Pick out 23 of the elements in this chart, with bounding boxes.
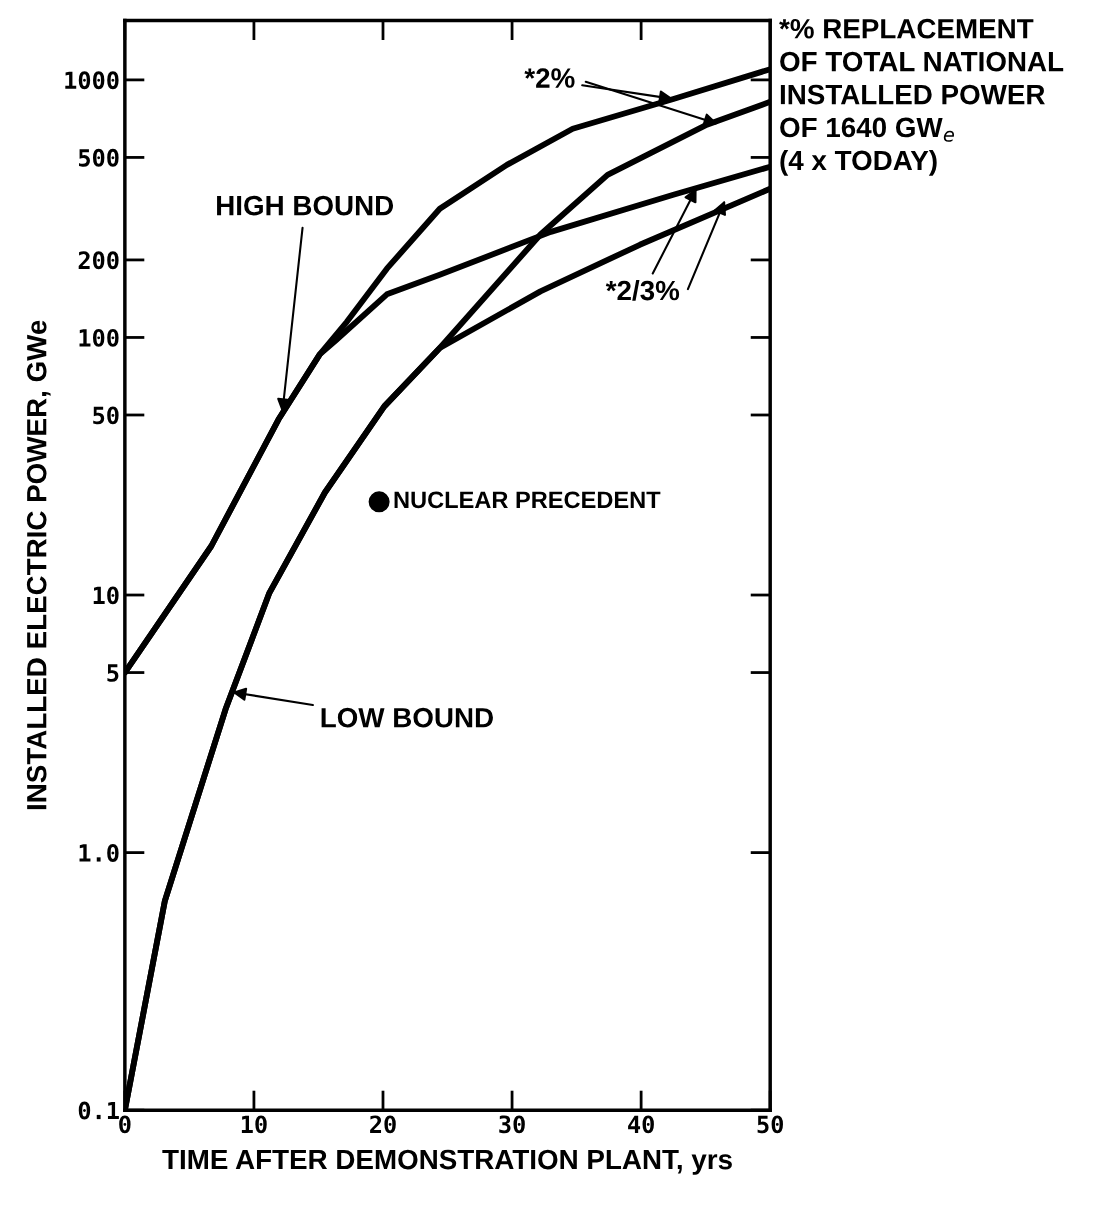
x-tick-label: 40 [628,1115,654,1134]
y-tick-label: 50 [93,406,119,425]
annotation: HIGH BOUND [217,195,394,216]
y-tick-label: 1.0 [79,844,119,862]
series-label: NUCLEAR PRECEDENT [394,491,661,509]
x-axis-title: TIME AFTER DEMONSTRATION PLANT, yrs [162,1149,732,1175]
y-axis-title: INSTALLED ELECTRIC POWER, GWe [26,320,51,810]
y-tick-label: 0.1 [78,1101,119,1120]
x-tick-label: 10 [241,1115,267,1134]
y-tick-label: 5 [107,664,119,682]
x-tick-label: 50 [757,1115,783,1134]
annotation: *2/3% [605,279,680,301]
y-tick-label: 200 [78,251,119,270]
y-tick-label: 10 [93,586,119,605]
annotation: LOW BOUND [321,707,493,728]
y-tick-label: 100 [79,328,119,347]
x-tick-label: 30 [499,1115,525,1134]
x-tick-label: 20 [370,1115,396,1134]
y-tick-label: 500 [79,148,119,167]
y-tick-label: 1000 [65,71,119,90]
annotation: *2% [524,68,575,88]
text: *% REPLACEMENT OF TOTAL NATIONAL INSTALLED POWER OF 1640 GW$_{e}$ (4 x TODAY) [779,18,1064,176]
x-tick-label: 0 [119,1115,131,1134]
